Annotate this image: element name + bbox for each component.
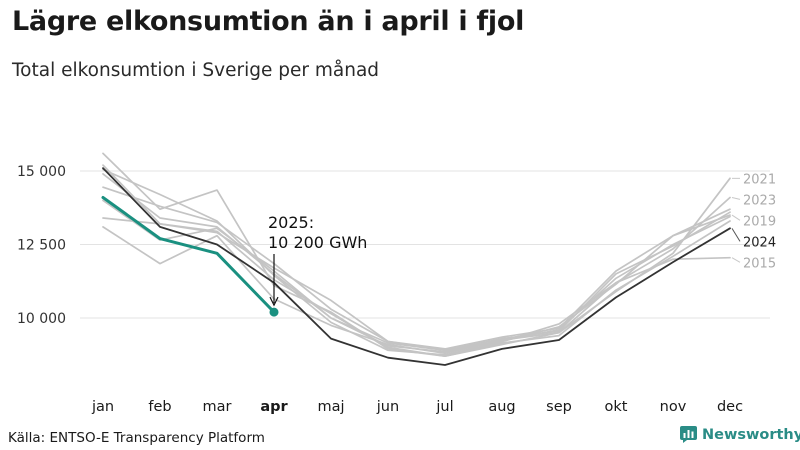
chart-subtitle: Total elkonsumtion i Sverige per månad	[12, 60, 380, 81]
x-tick-label: dec	[717, 399, 743, 415]
annotation: 2025:10 200 GWh	[268, 213, 367, 307]
series-end-label: 2024	[743, 235, 776, 250]
previous-year-series	[102, 167, 731, 366]
series-line	[102, 226, 731, 355]
x-tick-label: nov	[660, 399, 687, 415]
x-tick-label: okt	[605, 399, 628, 415]
x-tick-label: sep	[546, 399, 572, 415]
axes: 10 000 12 500 15 000 jan feb mar apr maj jun jul a…	[17, 164, 743, 415]
gridlines	[80, 170, 770, 319]
series-end-label: 2023	[743, 193, 776, 208]
series-line	[102, 152, 731, 358]
y-tick-label: 15 000	[17, 164, 66, 180]
series-line-current	[101, 196, 276, 314]
annotation-value: 10 200 GWh	[268, 233, 367, 252]
series-line	[102, 214, 731, 352]
current-endpoint-dot	[269, 307, 279, 317]
series-label-leader	[731, 196, 741, 200]
series-end-label: 2019	[743, 214, 776, 229]
x-tick-label: jun	[376, 399, 399, 415]
x-tick-label: apr	[260, 399, 288, 415]
series-end-label: 2021	[743, 172, 776, 187]
series-label-leader	[731, 257, 741, 263]
other-years-series	[102, 152, 731, 358]
series-line	[102, 199, 731, 352]
series-line	[102, 173, 731, 353]
brand[interactable]: Newsworthy	[680, 426, 800, 443]
series-label-leader	[731, 228, 741, 242]
chart-title: Lägre elkonsumtion än i april i fjol	[12, 6, 525, 37]
annotation-year: 2025:	[268, 213, 314, 232]
y-tick-label: 12 500	[17, 238, 66, 254]
series-label-leader	[731, 214, 741, 221]
x-tick-label: aug	[488, 399, 515, 415]
annotation-arrowhead	[269, 296, 279, 307]
y-tick-label: 10 000	[17, 311, 66, 327]
x-tick-label: maj	[317, 399, 344, 415]
x-tick-label: jan	[91, 399, 114, 415]
series-end-label: 2015	[743, 256, 776, 271]
x-tick-label: jul	[435, 399, 453, 415]
series-line	[102, 186, 731, 350]
source-credit: Källa: ENTSO-E Transparency Platform	[8, 430, 265, 446]
series-labels: 2021 2023 2019 2024 2015	[731, 172, 776, 271]
newsworthy-logo-icon	[680, 426, 697, 443]
series-line	[102, 164, 731, 358]
brand-name: Newsworthy	[702, 426, 800, 443]
current-year-series	[101, 196, 279, 317]
x-tick-label: feb	[148, 399, 171, 415]
series-line-previous	[102, 167, 731, 366]
x-tick-label: mar	[203, 399, 232, 415]
